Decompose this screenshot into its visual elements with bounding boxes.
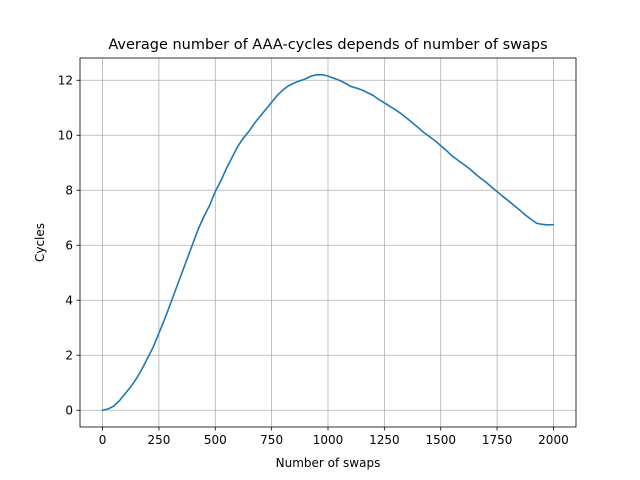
x-tick-label: 1500 [425, 433, 456, 447]
x-tick-label: 1250 [369, 433, 400, 447]
grid [80, 58, 576, 427]
x-tick-label: 250 [147, 433, 170, 447]
y-tick-label: 0 [65, 404, 73, 418]
y-tick-label: 12 [58, 74, 73, 88]
y-tick-label: 2 [65, 349, 73, 363]
x-tick-label: 1000 [313, 433, 344, 447]
chart-title: Average number of AAA-cycles depends of … [108, 37, 547, 53]
y-tick-label: 6 [65, 239, 73, 253]
x-axis: 0 250 500 750 1000 1250 1500 1750 2000 [99, 427, 569, 447]
series-line [101, 73, 555, 412]
x-tick-label: 500 [204, 433, 227, 447]
y-tick-label: 8 [65, 184, 73, 198]
y-tick-label: 4 [65, 294, 73, 308]
x-tick-label: 2000 [538, 433, 569, 447]
x-axis-label: Number of swaps [276, 456, 381, 470]
y-axis: 0 2 4 6 8 10 12 [58, 74, 80, 418]
x-tick-label: 750 [260, 433, 283, 447]
series-group [101, 73, 555, 412]
x-tick-label: 0 [99, 433, 107, 447]
y-tick-label: 10 [58, 129, 73, 143]
y-axis-label: Cycles [33, 223, 47, 262]
x-tick-label: 1750 [482, 433, 513, 447]
